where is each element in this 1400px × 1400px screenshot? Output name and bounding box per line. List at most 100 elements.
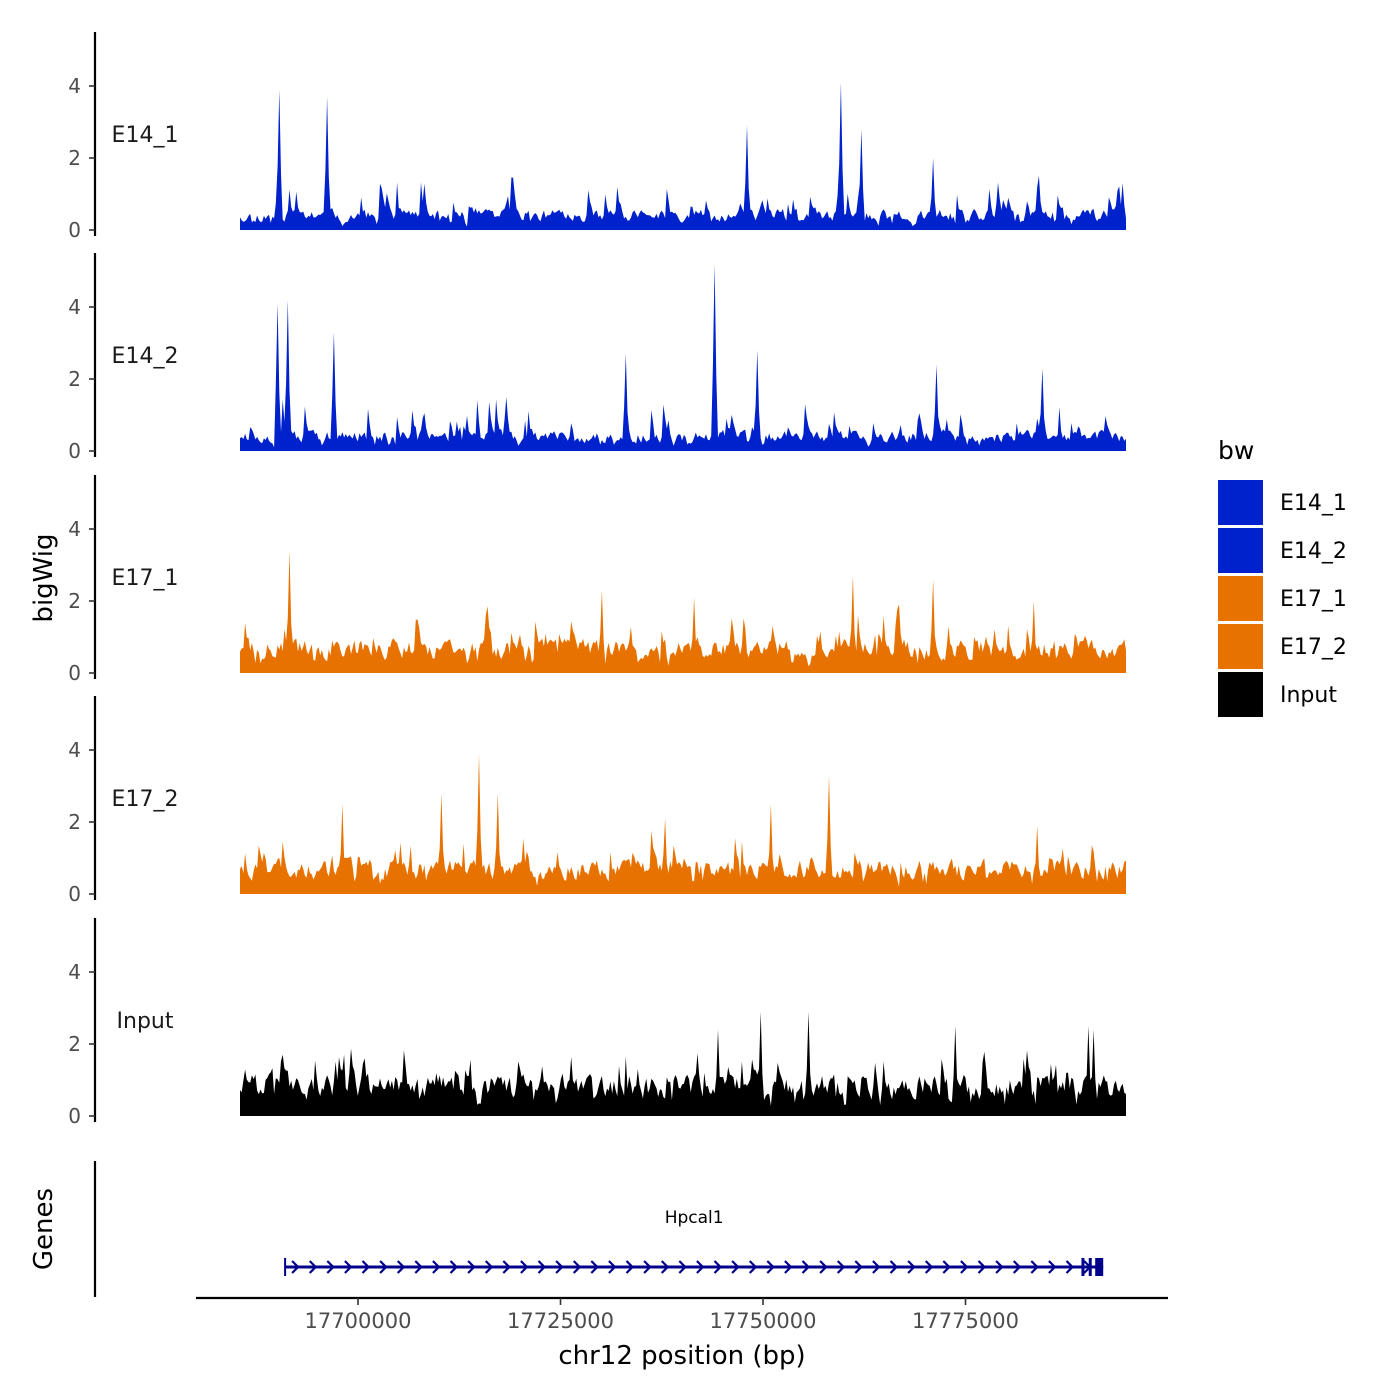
legend-swatch <box>1218 480 1263 525</box>
gene-strand-arrow <box>801 1260 811 1274</box>
genes-layer: Hpcal1 <box>93 1161 1104 1297</box>
genes-track-label: Genes <box>29 1188 59 1270</box>
gene-strand-arrow <box>379 1260 388 1274</box>
gene-exon <box>284 1258 287 1276</box>
y-tick-label: 4 <box>68 738 81 762</box>
signal-area <box>240 1011 1126 1116</box>
track-E14_1: 0 2 4 E14_1 <box>68 32 1126 242</box>
legend-swatch <box>1218 672 1263 717</box>
track-E17_2: 0 2 4 E17_2 <box>68 696 1126 906</box>
gene-strand-arrow <box>889 1260 899 1274</box>
gene-strand-arrow <box>696 1260 705 1274</box>
gene-strand-arrow <box>924 1260 934 1274</box>
track-Input: 0 2 4 Input <box>68 918 1126 1128</box>
signal-area <box>240 263 1126 451</box>
y-tick-label: 2 <box>68 367 81 391</box>
gene-hpcal1: Hpcal1 <box>284 1208 1104 1276</box>
tracks-layer: 0 2 4 E14_1 0 2 4 E14_2 0 2 4 E17_1 0 2 4 E17_2 0 2 4 Input <box>68 32 1126 1128</box>
gene-strand-arrow <box>344 1260 353 1274</box>
y-tick-label: 0 <box>68 882 81 906</box>
gene-strand-arrow <box>977 1260 987 1274</box>
y-tick-label: 0 <box>68 439 81 463</box>
gene-strand-arrow <box>572 1260 582 1274</box>
gene-strand-arrow <box>308 1260 318 1274</box>
y-tick-label: 2 <box>68 589 81 613</box>
y-tick-label: 4 <box>68 295 81 319</box>
x-axis-label: chr12 position (bp) <box>558 1341 805 1371</box>
gene-strand-arrow <box>995 1260 1004 1274</box>
gene-strand-arrow <box>819 1260 828 1274</box>
gene-exon <box>1081 1258 1085 1276</box>
gene-strand-arrow <box>608 1260 617 1274</box>
x-axis: 17700000 17725000 17750000 17775000 <box>196 1296 1168 1333</box>
legend-label: Input <box>1280 683 1337 708</box>
track-label: E17_1 <box>112 566 179 591</box>
y-tick-label: 2 <box>68 810 81 834</box>
legend-label: E14_2 <box>1280 539 1347 564</box>
gene-strand-arrow <box>713 1260 723 1274</box>
gene-strand-arrow <box>907 1260 916 1274</box>
signal-area <box>240 550 1126 673</box>
gene-strand-arrow <box>1065 1260 1075 1274</box>
gene-strand-arrow <box>854 1260 863 1274</box>
gene-exon <box>1088 1258 1092 1276</box>
gene-strand-arrow <box>643 1260 652 1274</box>
gene-strand-arrow <box>872 1260 881 1274</box>
y-tick-label: 4 <box>68 960 81 984</box>
signal-area <box>240 753 1126 894</box>
gene-strand-arrow <box>678 1260 687 1274</box>
track-E17_1: 0 2 4 E17_1 <box>68 475 1126 685</box>
legend-label: E17_2 <box>1280 635 1347 660</box>
gene-strand-arrow <box>326 1260 335 1274</box>
gene-strand-arrow <box>960 1260 969 1274</box>
gene-label: Hpcal1 <box>665 1208 724 1228</box>
gene-strand-arrow <box>1012 1260 1022 1274</box>
x-tick-label: 17750000 <box>710 1309 817 1333</box>
legend-label: E17_1 <box>1280 587 1347 612</box>
y-tick-label: 4 <box>68 74 81 98</box>
gene-strand-arrow <box>784 1260 793 1274</box>
gene-strand-arrow <box>942 1260 951 1274</box>
gene-strand-arrow <box>291 1260 300 1274</box>
track-E14_2: 0 2 4 E14_2 <box>68 253 1126 463</box>
gene-strand-arrow <box>484 1260 494 1274</box>
track-label: Input <box>117 1009 174 1034</box>
gene-strand-arrow <box>520 1260 529 1274</box>
gene-strand-arrow <box>766 1260 775 1274</box>
gene-strand-arrow <box>625 1260 635 1274</box>
track-label: E14_2 <box>112 344 179 369</box>
track-label: E14_1 <box>112 123 179 148</box>
legend-swatch <box>1218 528 1263 573</box>
gene-strand-arrow <box>1048 1260 1057 1274</box>
x-tick-label: 17775000 <box>912 1309 1019 1333</box>
y-tick-label: 0 <box>68 1104 81 1128</box>
gene-strand-arrow <box>1030 1260 1039 1274</box>
legend-label: E14_1 <box>1280 491 1347 516</box>
gene-strand-arrow <box>502 1260 511 1274</box>
y-tick-label: 2 <box>68 1032 81 1056</box>
gene-strand-arrow <box>748 1260 758 1274</box>
gene-strand-arrow <box>414 1260 423 1274</box>
y-tick-label: 0 <box>68 661 81 685</box>
gene-strand-arrow <box>660 1260 670 1274</box>
gene-strand-arrow <box>467 1260 476 1274</box>
gene-strand-arrow <box>836 1260 846 1274</box>
legend-swatch <box>1218 624 1263 669</box>
y-tick-label: 4 <box>68 517 81 541</box>
track-label: E17_2 <box>112 787 179 812</box>
x-tick-label: 17700000 <box>305 1309 412 1333</box>
legend-title: bw <box>1218 436 1254 465</box>
gene-strand-arrow <box>361 1260 371 1274</box>
signal-area <box>240 82 1126 231</box>
gene-strand-arrow <box>396 1260 406 1274</box>
gene-strand-arrow <box>555 1260 564 1274</box>
gene-strand-arrow <box>537 1260 547 1274</box>
gene-exon <box>1095 1258 1104 1276</box>
gene-strand-arrow <box>449 1260 459 1274</box>
legend: bw E14_1 E14_2 E17_1 E17_2 Input <box>1218 436 1347 717</box>
gene-strand-arrow <box>590 1260 599 1274</box>
gene-strand-arrow <box>432 1260 441 1274</box>
gene-strand-arrow <box>731 1260 740 1274</box>
y-tick-label: 0 <box>68 218 81 242</box>
